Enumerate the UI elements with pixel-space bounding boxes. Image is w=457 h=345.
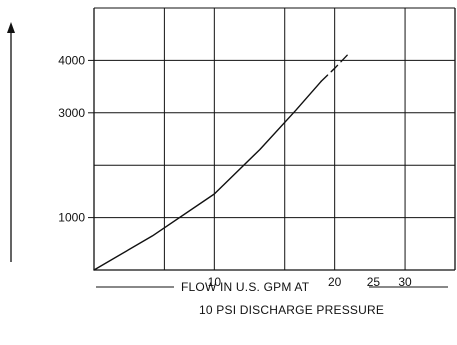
xlabel-line2: 10 PSI DISCHARGE PRESSURE xyxy=(199,303,384,317)
x-axis-caption: FLOW IN U.S. GPM AT 10 PSI DISCHARGE PRE… xyxy=(96,280,448,317)
y-tick-label: 3000 xyxy=(58,106,85,120)
flow-curve-dashed xyxy=(320,54,348,83)
grid-layer xyxy=(88,7,456,271)
y-tick-label: 4000 xyxy=(58,53,85,67)
x-tick-label: 20 xyxy=(328,275,342,289)
y-axis-arrowhead xyxy=(7,22,15,33)
x-tick-label: 25 xyxy=(367,275,381,289)
label-layer: 1000 3000 4000 10 20 25 30 xyxy=(58,53,412,289)
x-tick-label: 10 xyxy=(208,275,222,289)
xlabel-line1: FLOW IN U.S. GPM AT xyxy=(181,280,310,294)
axis-layer xyxy=(7,22,15,262)
x-tick-label: 30 xyxy=(398,275,412,289)
curve-layer xyxy=(93,54,348,271)
flow-curve-solid xyxy=(93,80,322,271)
y-tick-label: 1000 xyxy=(58,211,85,225)
